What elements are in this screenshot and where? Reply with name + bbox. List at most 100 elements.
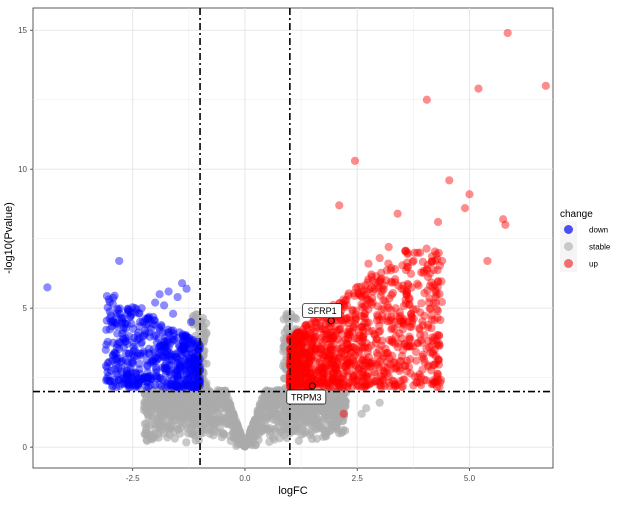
up-point	[296, 369, 305, 378]
stable-point	[146, 391, 155, 400]
up-point	[343, 330, 352, 339]
up-point	[364, 353, 373, 362]
down-point	[125, 378, 134, 387]
up-point	[329, 355, 338, 364]
down-point	[150, 320, 159, 329]
down-point	[172, 383, 181, 392]
up-point	[387, 290, 396, 300]
down-point	[168, 335, 177, 344]
up-point	[420, 288, 429, 298]
up-point	[368, 357, 378, 366]
down-point	[181, 377, 190, 386]
up-point	[362, 338, 371, 348]
down-point	[134, 309, 144, 318]
up-point	[293, 329, 302, 338]
up-point	[339, 295, 348, 304]
up-point	[383, 349, 393, 358]
up-point	[295, 335, 304, 344]
down-point	[145, 371, 154, 381]
legend-title: change	[560, 209, 593, 220]
up-point	[319, 368, 328, 377]
down-point	[103, 367, 112, 377]
down-point	[181, 331, 190, 340]
down-point	[147, 324, 156, 333]
up-point	[318, 374, 327, 383]
up-point	[423, 260, 432, 270]
down-point	[121, 356, 130, 365]
down-point	[184, 356, 194, 365]
down-point	[103, 363, 112, 372]
down-point	[165, 361, 174, 370]
up-point	[344, 334, 353, 343]
stable-point	[188, 370, 197, 379]
stable-point	[175, 429, 185, 438]
y-tick-label: 5	[23, 304, 28, 313]
stable-point	[280, 341, 289, 350]
up-point	[406, 342, 415, 351]
up-point	[300, 331, 309, 341]
down-point	[160, 340, 169, 349]
down-point	[182, 344, 192, 353]
up-point	[413, 339, 422, 348]
up-point	[428, 333, 437, 342]
down-point	[140, 377, 149, 386]
down-point	[172, 353, 181, 362]
down-point	[123, 339, 132, 348]
down-point	[118, 326, 128, 335]
up-point	[344, 330, 354, 339]
up-point	[301, 338, 310, 347]
up-point	[317, 344, 326, 353]
up-point	[433, 277, 443, 286]
up-point	[420, 311, 429, 320]
up-point	[400, 317, 409, 326]
stable-point	[280, 407, 289, 416]
down-point	[179, 345, 188, 354]
up-point	[286, 348, 295, 357]
up-point	[389, 377, 398, 386]
down-point	[184, 368, 193, 377]
stable-point	[175, 412, 184, 421]
down-point	[161, 369, 171, 378]
down-point	[126, 312, 135, 321]
up-point	[318, 363, 327, 372]
up-point	[362, 287, 372, 296]
down-point	[163, 381, 172, 390]
down-point	[187, 370, 196, 379]
down-point	[117, 314, 127, 323]
y-tick-label: 0	[23, 443, 28, 452]
down-point	[138, 332, 147, 341]
down-point	[170, 381, 179, 390]
up-point	[434, 355, 443, 364]
down-point	[176, 370, 185, 380]
up-point	[358, 335, 368, 344]
stable-point	[337, 413, 346, 422]
up-point	[326, 345, 335, 354]
up-point	[311, 346, 320, 356]
down-point	[115, 381, 124, 390]
down-point	[130, 303, 139, 313]
legend: change down stable up	[560, 209, 611, 272]
down-point	[106, 366, 115, 375]
down-point	[195, 362, 204, 371]
down-point	[114, 376, 123, 385]
down-point	[141, 314, 150, 323]
y-tick-label: 10	[18, 165, 27, 174]
up-point	[309, 336, 319, 345]
up-point	[429, 349, 438, 359]
up-point	[384, 242, 393, 252]
down-point	[128, 368, 137, 377]
up-point	[344, 379, 353, 388]
down-point	[146, 374, 155, 383]
stable-point	[297, 408, 306, 418]
up-point	[290, 377, 300, 387]
up-point	[358, 287, 367, 296]
stable-point	[208, 405, 217, 414]
down-point	[131, 369, 141, 378]
up-point	[285, 371, 294, 380]
down-point	[134, 328, 143, 337]
up-point	[286, 361, 295, 370]
up-point	[299, 363, 308, 372]
down-point	[133, 381, 142, 390]
up-point	[375, 357, 384, 366]
up-point	[363, 369, 373, 378]
